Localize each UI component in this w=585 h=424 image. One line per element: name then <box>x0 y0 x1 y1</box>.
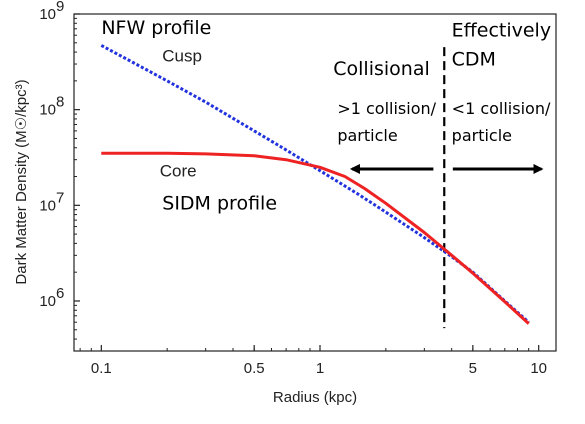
annotation-collisional-rate-1: >1 collision/ <box>337 99 436 118</box>
y-tick-exponent: 9 <box>56 0 64 15</box>
sidm-profile-line <box>101 151 530 325</box>
y-tick-exponent: 6 <box>56 285 64 302</box>
y-axis-label: Dark Matter Density (M☉/kpc³) <box>13 79 30 284</box>
nfw-profile-line <box>100 44 530 324</box>
annotation-core: Core <box>160 162 197 181</box>
x-tick-label: 0.1 <box>91 360 112 377</box>
series-layer <box>100 44 530 325</box>
annotation-nfw: NFW profile <box>101 17 211 39</box>
x-axis-label: Radius (kpc) <box>273 389 357 406</box>
y-tick-exponent: 8 <box>56 94 64 111</box>
annotation-collisional: Collisional <box>333 58 430 80</box>
x-tick-label: 10 <box>530 360 547 377</box>
x-tick-label: 5 <box>469 360 477 377</box>
annotation-cdm-rate-1: <1 collision/ <box>452 99 551 118</box>
plot-frame <box>73 13 557 352</box>
x-tick-label: 0.5 <box>244 360 265 377</box>
y-tick-label: 10 <box>39 102 56 119</box>
annotation-sidm: SIDM profile <box>162 193 277 215</box>
y-tick-label: 10 <box>39 197 56 214</box>
annotation-cdm: CDM <box>452 48 496 70</box>
x-tick-label: 1 <box>316 360 324 377</box>
annotation-cdm-rate-2: particle <box>452 126 512 145</box>
annotation-collisional-rate-2: particle <box>337 126 397 145</box>
y-tick-label: 10 <box>39 6 56 23</box>
annotation-effectively: Effectively <box>452 20 551 42</box>
annotation-layer: NFW profile Cusp Collisional >1 collision/p… <box>101 17 551 215</box>
annotation-cusp: Cusp <box>162 46 202 65</box>
y-tick-exponent: 7 <box>56 189 64 206</box>
y-tick-label: 10 <box>39 293 56 310</box>
